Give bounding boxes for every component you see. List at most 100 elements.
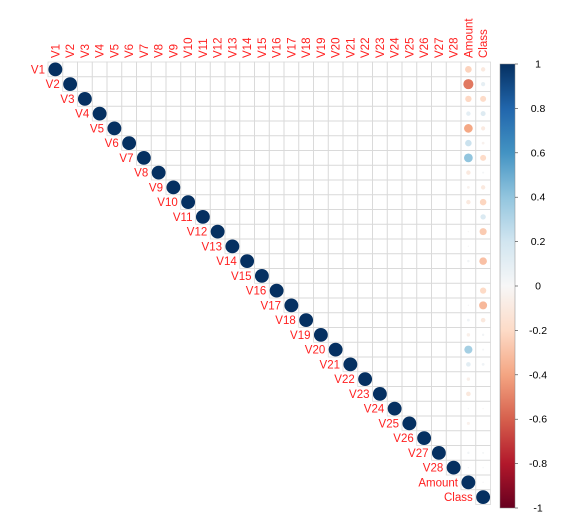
grid-cell bbox=[77, 76, 93, 92]
row-label-V4: V4 bbox=[75, 109, 90, 121]
grid-cell bbox=[268, 179, 285, 196]
grid-cell bbox=[268, 194, 285, 210]
row-label-V11: V11 bbox=[173, 212, 193, 224]
grid-cell bbox=[283, 105, 300, 122]
diagonal-circle-V5-V5 bbox=[107, 121, 122, 136]
grid-cell bbox=[180, 105, 196, 122]
grid-cell bbox=[445, 253, 462, 269]
grid-cell bbox=[372, 253, 388, 269]
row-label-V26: V26 bbox=[393, 433, 413, 445]
grid-cell bbox=[416, 135, 432, 151]
grid-cell bbox=[431, 223, 447, 240]
grid-cell bbox=[386, 268, 403, 284]
grid-cell bbox=[357, 194, 373, 210]
grid-cell bbox=[372, 371, 388, 387]
corr-circle-V18-Class bbox=[480, 317, 486, 323]
grid-cell bbox=[268, 223, 285, 240]
grid-cell bbox=[239, 164, 255, 181]
row-label-V3: V3 bbox=[60, 94, 74, 106]
colorbar-tick-label: -0.6 bbox=[529, 414, 547, 426]
grid-cell bbox=[239, 179, 255, 196]
grid-cell bbox=[327, 253, 344, 269]
row-label-V10: V10 bbox=[157, 197, 177, 209]
grid-cell bbox=[195, 164, 211, 181]
grid-cell bbox=[372, 135, 388, 151]
grid-cell bbox=[254, 179, 270, 196]
grid-cell bbox=[313, 253, 329, 269]
grid-cell bbox=[165, 150, 182, 166]
corr-circle-V3-Amount bbox=[465, 95, 472, 103]
grid-cell bbox=[209, 105, 226, 122]
grid-cell bbox=[313, 194, 329, 210]
grid-cell bbox=[180, 179, 196, 196]
grid-cell bbox=[445, 135, 462, 151]
grid-cell bbox=[416, 61, 432, 78]
grid-cell bbox=[342, 194, 359, 210]
grid-cell bbox=[150, 135, 167, 151]
row-label-V16: V16 bbox=[246, 286, 266, 298]
corr-circle-V5-Amount bbox=[464, 124, 473, 133]
grid-cell bbox=[180, 120, 196, 137]
grid-cell bbox=[401, 297, 418, 314]
corr-circle-V8-Amount bbox=[466, 170, 471, 175]
grid-cell bbox=[121, 91, 137, 107]
grid-cell bbox=[268, 268, 285, 284]
grid-cell bbox=[386, 356, 403, 373]
grid-cell bbox=[445, 268, 462, 284]
corr-circle-V7-Amount bbox=[463, 153, 473, 163]
grid-cell bbox=[401, 120, 418, 137]
grid-cell bbox=[416, 120, 432, 137]
grid-cell bbox=[475, 489, 491, 505]
corr-circle-V4-Class bbox=[480, 111, 486, 117]
grid-cell bbox=[416, 268, 432, 284]
grid-cell bbox=[327, 150, 344, 166]
grid-cell bbox=[357, 164, 373, 181]
grid-cell bbox=[150, 120, 167, 137]
diagonal-circle-V3-V3 bbox=[77, 91, 92, 106]
grid-cell bbox=[401, 238, 418, 255]
grid-cell bbox=[416, 238, 432, 255]
colorbar-tick-label: 1 bbox=[535, 59, 541, 71]
grid-cell bbox=[180, 61, 196, 78]
grid-cell bbox=[431, 297, 447, 314]
grid-cell bbox=[327, 268, 344, 284]
grid-cell bbox=[268, 61, 285, 78]
grid-cell bbox=[386, 135, 403, 151]
row-label-V9: V9 bbox=[149, 182, 163, 194]
grid-cell bbox=[401, 164, 418, 181]
column-label-V13: V13 bbox=[227, 38, 239, 58]
grid-cell bbox=[313, 312, 329, 328]
corr-circle-V19-Amount bbox=[466, 333, 471, 337]
corr-circle-V24-Amount bbox=[467, 407, 470, 410]
grid-cell bbox=[224, 135, 241, 151]
grid-cell bbox=[298, 297, 314, 314]
grid-cell bbox=[445, 105, 462, 122]
grid-cell bbox=[121, 105, 137, 122]
grid-cell bbox=[239, 194, 255, 210]
grid-cell bbox=[416, 371, 432, 387]
grid-cell bbox=[431, 61, 447, 78]
grid-cell bbox=[91, 61, 108, 78]
grid-cell bbox=[445, 209, 462, 225]
corr-circle-V18-Amount bbox=[466, 318, 470, 322]
row-label-V14: V14 bbox=[216, 256, 237, 268]
grid-cell bbox=[431, 386, 447, 402]
row-label-V28: V28 bbox=[423, 463, 443, 475]
grid-cell bbox=[475, 386, 491, 402]
grid-cell bbox=[327, 312, 344, 328]
corr-circle-V12-Class bbox=[479, 228, 487, 236]
colorbar-tick-label: -0.2 bbox=[529, 325, 547, 337]
row-label-Amount: Amount bbox=[418, 477, 458, 489]
corr-circle-V24-Class bbox=[482, 407, 484, 410]
grid-cell bbox=[298, 268, 314, 284]
grid-cell bbox=[254, 76, 270, 92]
grid-cell bbox=[372, 341, 388, 358]
corr-circle-V12-Amount bbox=[467, 230, 470, 233]
grid-cell bbox=[283, 135, 300, 151]
grid-cell bbox=[416, 356, 432, 373]
grid-cell bbox=[386, 209, 403, 225]
column-label-V27: V27 bbox=[434, 38, 446, 58]
grid-cell bbox=[386, 164, 403, 181]
grid-cell bbox=[431, 371, 447, 387]
grid-cell bbox=[224, 76, 241, 92]
